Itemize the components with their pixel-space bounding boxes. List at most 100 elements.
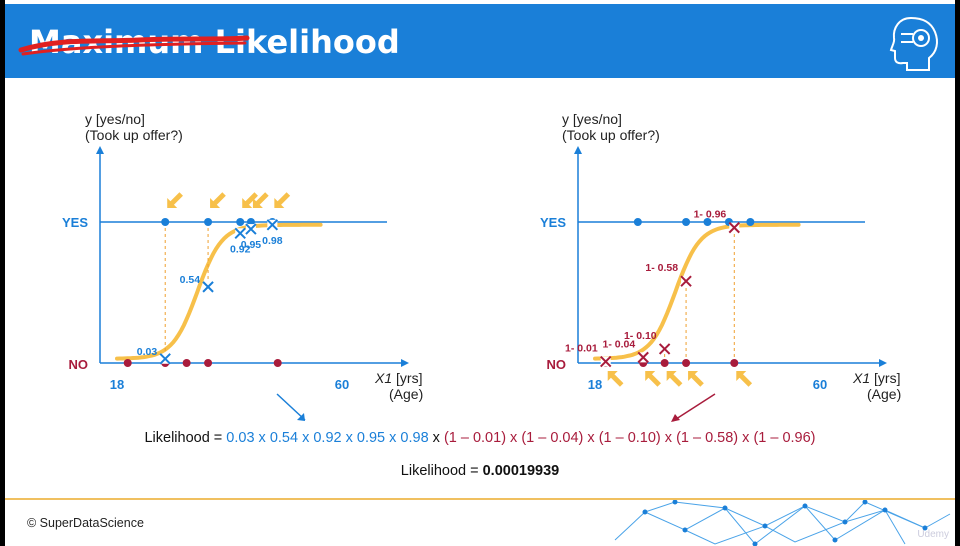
pointer-arrow-shaft: [609, 373, 624, 387]
probability-label: 1- 0.58: [645, 262, 678, 274]
pointer-arrow-head: [666, 371, 677, 381]
cross-marker: [234, 227, 246, 239]
y-axis-label: y [yes/no]: [562, 111, 622, 127]
yes-data-point: [204, 218, 213, 226]
probability-label: 0.03: [137, 346, 158, 358]
copyright-text: © SuperDataScience: [27, 516, 144, 530]
no-data-point: [182, 359, 191, 367]
x-axis-arrowhead: [879, 359, 887, 367]
cross-marker: [202, 281, 214, 293]
yes-data-point: [682, 218, 691, 226]
no-data-point: [682, 359, 691, 367]
pointer-arrow-shaft: [738, 373, 753, 387]
result-prefix: Likelihood =: [400, 463, 483, 479]
yes-data-point: [236, 218, 245, 226]
probability-label: 0.95: [241, 239, 262, 251]
header-bar: Maximum Likelihood: [5, 4, 955, 78]
sigmoid-curve: [593, 222, 801, 361]
formula-no-terms: (1 – 0.01) x (1 – 0.04) x (1 – 0.10) x (…: [443, 430, 816, 446]
yes-data-point: [746, 218, 755, 226]
probability-label: 0.54: [180, 274, 201, 286]
pointer-arrow-shaft: [255, 192, 269, 206]
pointer-arrow-shaft: [276, 192, 291, 206]
pointer-arrow-head: [167, 198, 178, 208]
pointer-arrow-head: [252, 198, 263, 208]
probability-label: 0.98: [262, 235, 283, 247]
red-strike-mark: [18, 35, 250, 56]
y-tick-no: NO: [547, 357, 567, 372]
x-tick-max: 60: [813, 377, 827, 392]
x-axis-label-unit: [yrs]: [396, 370, 422, 386]
cross-marker: [658, 343, 671, 355]
yes-data-point: [703, 218, 712, 226]
probability-marker: [637, 351, 649, 364]
pointer-arrow-head: [688, 371, 699, 381]
pointer-arrow-shaft: [668, 373, 683, 387]
page-title: Maximum Likelihood: [18, 20, 400, 64]
x-tick-max: 60: [335, 377, 349, 392]
probability-marker: [658, 343, 671, 355]
formula-joiner: x: [428, 430, 444, 446]
y-tick-yes: YES: [540, 215, 566, 230]
probability-label: 1- 0.01: [565, 343, 598, 355]
probability-marker: [600, 355, 612, 368]
y-axis-arrowhead: [96, 146, 104, 154]
struck-title-word: Maximum: [18, 20, 250, 64]
x-axis-label: X1 [yrs]: [852, 370, 900, 386]
likelihood-formula: Likelihood = 0.03 x 0.54 x 0.92 x 0.95 x…: [5, 430, 955, 446]
no-data-point: [123, 359, 132, 367]
watermark: Udemy: [917, 529, 949, 540]
yes-data-point: [246, 218, 255, 226]
x-axis-label-var: X1: [852, 370, 874, 386]
formula-yes-terms: 0.03 x 0.54 x 0.92 x 0.95 x 0.98: [226, 430, 429, 446]
cross-marker: [600, 355, 612, 368]
cross-marker: [637, 351, 649, 364]
pointer-arrow-head: [210, 198, 221, 208]
x-tick-min: 18: [588, 377, 602, 392]
probability-label: 0.92: [230, 243, 251, 255]
footer-divider: [5, 498, 955, 500]
probability-marker: [159, 353, 171, 365]
pointer-arrow-shaft: [690, 373, 704, 387]
pointer-arrow-shaft: [212, 192, 226, 206]
y-axis-label-2: (Took up offer?): [85, 127, 183, 143]
x-axis-label-unit: [yrs]: [874, 370, 900, 386]
x-tick-min: 18: [110, 377, 124, 392]
x-axis-label: X1 [yrs]: [374, 370, 422, 386]
link-arrowhead-left: [297, 413, 305, 421]
y-axis-label: y [yes/no]: [85, 111, 145, 127]
pointer-arrow-shaft: [169, 192, 183, 206]
x-axis-label-2: (Age): [867, 386, 901, 402]
likelihood-result: Likelihood = 0.00019939: [5, 463, 955, 479]
pointer-arrow-head: [736, 371, 747, 381]
probability-marker: [234, 227, 246, 239]
yes-data-point: [633, 218, 642, 226]
pointer-arrow-head: [607, 371, 618, 381]
no-data-point: [660, 359, 669, 367]
probability-marker: [245, 223, 257, 235]
probability-marker: [680, 275, 692, 287]
y-axis-arrowhead: [574, 146, 582, 154]
network-pattern-decoration: [614, 500, 951, 546]
pointer-arrow-head: [242, 198, 253, 208]
x-axis-label-var: X1: [374, 370, 396, 386]
probability-label: 1- 0.96: [694, 209, 727, 221]
yes-data-point: [161, 218, 170, 226]
y-tick-no: NO: [69, 357, 89, 372]
cross-marker: [159, 353, 171, 365]
probability-marker: [728, 221, 740, 234]
pointer-arrow-shaft: [244, 192, 258, 206]
link-arrowhead-right: [671, 414, 680, 422]
cross-marker: [728, 221, 740, 234]
link-arrow-right: [672, 393, 716, 422]
pointer-arrow-shaft: [647, 373, 661, 387]
y-tick-yes: YES: [62, 215, 88, 230]
sigmoid-curve: [115, 222, 323, 361]
probability-marker: [202, 281, 214, 293]
probability-marker: [266, 219, 279, 231]
slide: Maximum Likelihood y [yes/no] (Took up of…: [5, 0, 955, 546]
probability-label: 1- 0.10: [624, 330, 657, 342]
pointer-arrow-head: [274, 198, 285, 208]
link-arrow-left: [276, 393, 306, 421]
ai-head-logo-icon: [889, 16, 938, 71]
